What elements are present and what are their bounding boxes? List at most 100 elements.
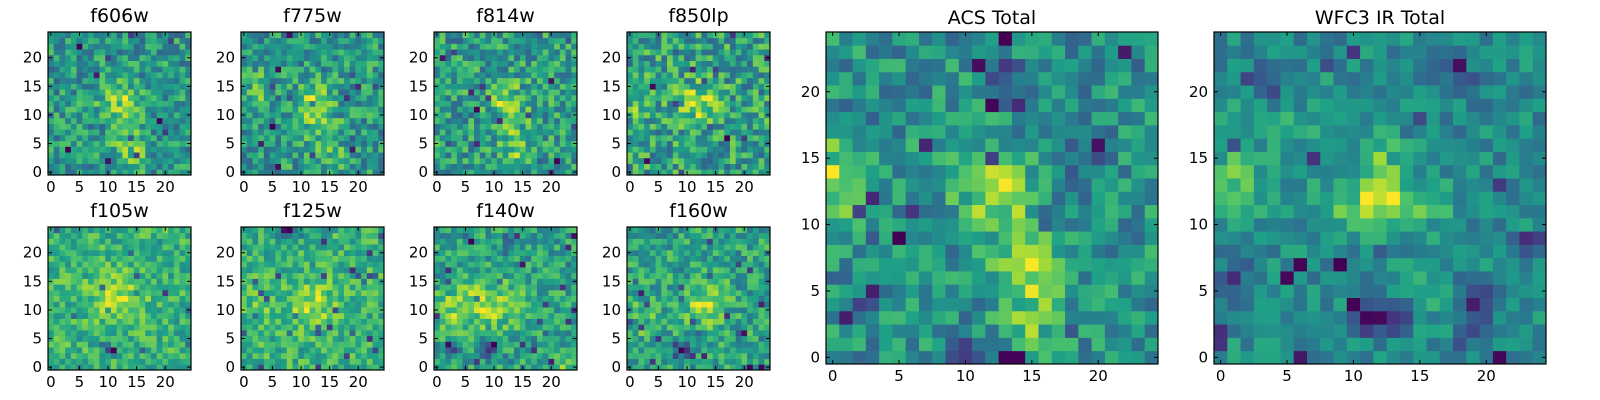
heatmap-cell bbox=[678, 284, 685, 291]
heatmap-cell bbox=[752, 352, 759, 359]
heatmap-cell bbox=[456, 335, 463, 342]
heatmap-cell bbox=[372, 278, 379, 285]
heatmap-cell bbox=[445, 324, 452, 331]
heatmap-cell bbox=[93, 284, 100, 291]
heatmap-cell bbox=[110, 146, 118, 153]
heatmap-cell bbox=[185, 301, 192, 308]
heatmap-cell bbox=[309, 169, 316, 176]
x-tick-label: 20 bbox=[542, 178, 561, 196]
heatmap-cell bbox=[88, 295, 95, 302]
heatmap-cell bbox=[258, 295, 265, 302]
heatmap-cell bbox=[128, 244, 135, 251]
heatmap-cell bbox=[536, 318, 544, 325]
heatmap-cell bbox=[122, 163, 129, 170]
heatmap-cell bbox=[281, 43, 288, 50]
heatmap-cell bbox=[649, 134, 656, 142]
heatmap-cell bbox=[496, 324, 504, 331]
heatmap-cell bbox=[116, 49, 123, 56]
heatmap-cell bbox=[105, 117, 112, 124]
heatmap-cell bbox=[241, 289, 248, 297]
heatmap-cell bbox=[741, 352, 748, 359]
heatmap-cell bbox=[53, 232, 60, 239]
heatmap-cell bbox=[59, 232, 66, 239]
heatmap-cell bbox=[76, 89, 83, 96]
heatmap-cell bbox=[485, 163, 492, 170]
heatmap-cell bbox=[519, 307, 526, 314]
heatmap-cell bbox=[758, 32, 765, 39]
panel-title: f606w bbox=[90, 5, 149, 27]
heatmap-cell bbox=[275, 227, 282, 234]
heatmap-cell bbox=[65, 329, 72, 337]
heatmap-cell bbox=[65, 43, 72, 50]
heatmap-cell bbox=[548, 140, 555, 147]
heatmap-cell bbox=[519, 244, 526, 251]
heatmap-cell bbox=[531, 32, 538, 39]
heatmap-cell bbox=[99, 37, 106, 44]
heatmap-cell bbox=[571, 106, 578, 113]
heatmap-cell bbox=[434, 152, 441, 159]
heatmap-cell bbox=[548, 54, 555, 61]
heatmap-cell bbox=[70, 255, 77, 262]
heatmap-cell bbox=[519, 112, 526, 119]
heatmap-cell bbox=[485, 255, 492, 262]
heatmap-cell bbox=[758, 157, 765, 164]
heatmap-cell bbox=[332, 163, 339, 170]
heatmap-cell bbox=[439, 324, 446, 331]
heatmap-cell bbox=[349, 301, 356, 308]
heatmap-cell bbox=[338, 318, 345, 325]
heatmap-cell bbox=[474, 255, 481, 262]
heatmap-cell bbox=[649, 278, 656, 285]
heatmap-cell bbox=[156, 163, 163, 170]
heatmap-cell bbox=[241, 341, 248, 348]
heatmap-cell bbox=[536, 324, 544, 331]
heatmap-cell bbox=[122, 335, 129, 342]
heatmap-cell bbox=[718, 89, 725, 96]
heatmap-cell bbox=[321, 364, 328, 371]
heatmap-cell bbox=[99, 278, 106, 285]
heatmap-cell bbox=[474, 358, 481, 365]
heatmap-cell bbox=[462, 134, 469, 142]
heatmap-cell bbox=[632, 169, 639, 176]
heatmap-cell bbox=[741, 112, 748, 119]
heatmap-cell bbox=[252, 72, 259, 79]
heatmap-cell bbox=[258, 341, 265, 348]
heatmap-cell bbox=[712, 112, 719, 119]
heatmap-cell bbox=[752, 312, 759, 319]
heatmap-cell bbox=[145, 54, 152, 61]
heatmap-cell bbox=[474, 227, 481, 234]
heatmap-cell bbox=[128, 341, 135, 348]
heatmap-cell bbox=[644, 140, 651, 147]
heatmap-cell bbox=[672, 312, 679, 319]
heatmap-cell bbox=[485, 324, 492, 331]
heatmap-cell bbox=[65, 100, 72, 107]
heatmap-cell bbox=[116, 295, 123, 302]
heatmap-cell bbox=[724, 169, 731, 176]
heatmap-cell bbox=[638, 146, 645, 153]
heatmap-cell bbox=[145, 335, 152, 342]
heatmap-cell bbox=[326, 324, 333, 331]
heatmap-cell bbox=[695, 364, 702, 371]
heatmap-cell bbox=[559, 117, 566, 124]
heatmap-cell bbox=[156, 267, 163, 274]
heatmap-cell bbox=[366, 60, 373, 67]
heatmap-cell bbox=[139, 352, 146, 359]
heatmap-cell bbox=[343, 66, 351, 73]
heatmap-cell bbox=[741, 106, 748, 113]
heatmap-cell bbox=[82, 312, 89, 319]
heatmap-cell bbox=[554, 146, 561, 153]
heatmap-cell bbox=[315, 301, 322, 308]
heatmap-cell bbox=[502, 227, 509, 234]
heatmap-cell bbox=[298, 358, 305, 365]
heatmap-cell bbox=[644, 129, 651, 136]
panel-title: f814w bbox=[476, 5, 535, 27]
heatmap-cell bbox=[252, 335, 259, 342]
heatmap-cell bbox=[76, 112, 83, 119]
heatmap-cell bbox=[326, 295, 333, 302]
heatmap-cell bbox=[349, 347, 356, 354]
heatmap-cell bbox=[695, 347, 702, 354]
heatmap-cell bbox=[128, 106, 135, 113]
heatmap-cell bbox=[468, 157, 475, 164]
heatmap-cell bbox=[701, 289, 708, 297]
heatmap-cell bbox=[565, 89, 572, 96]
